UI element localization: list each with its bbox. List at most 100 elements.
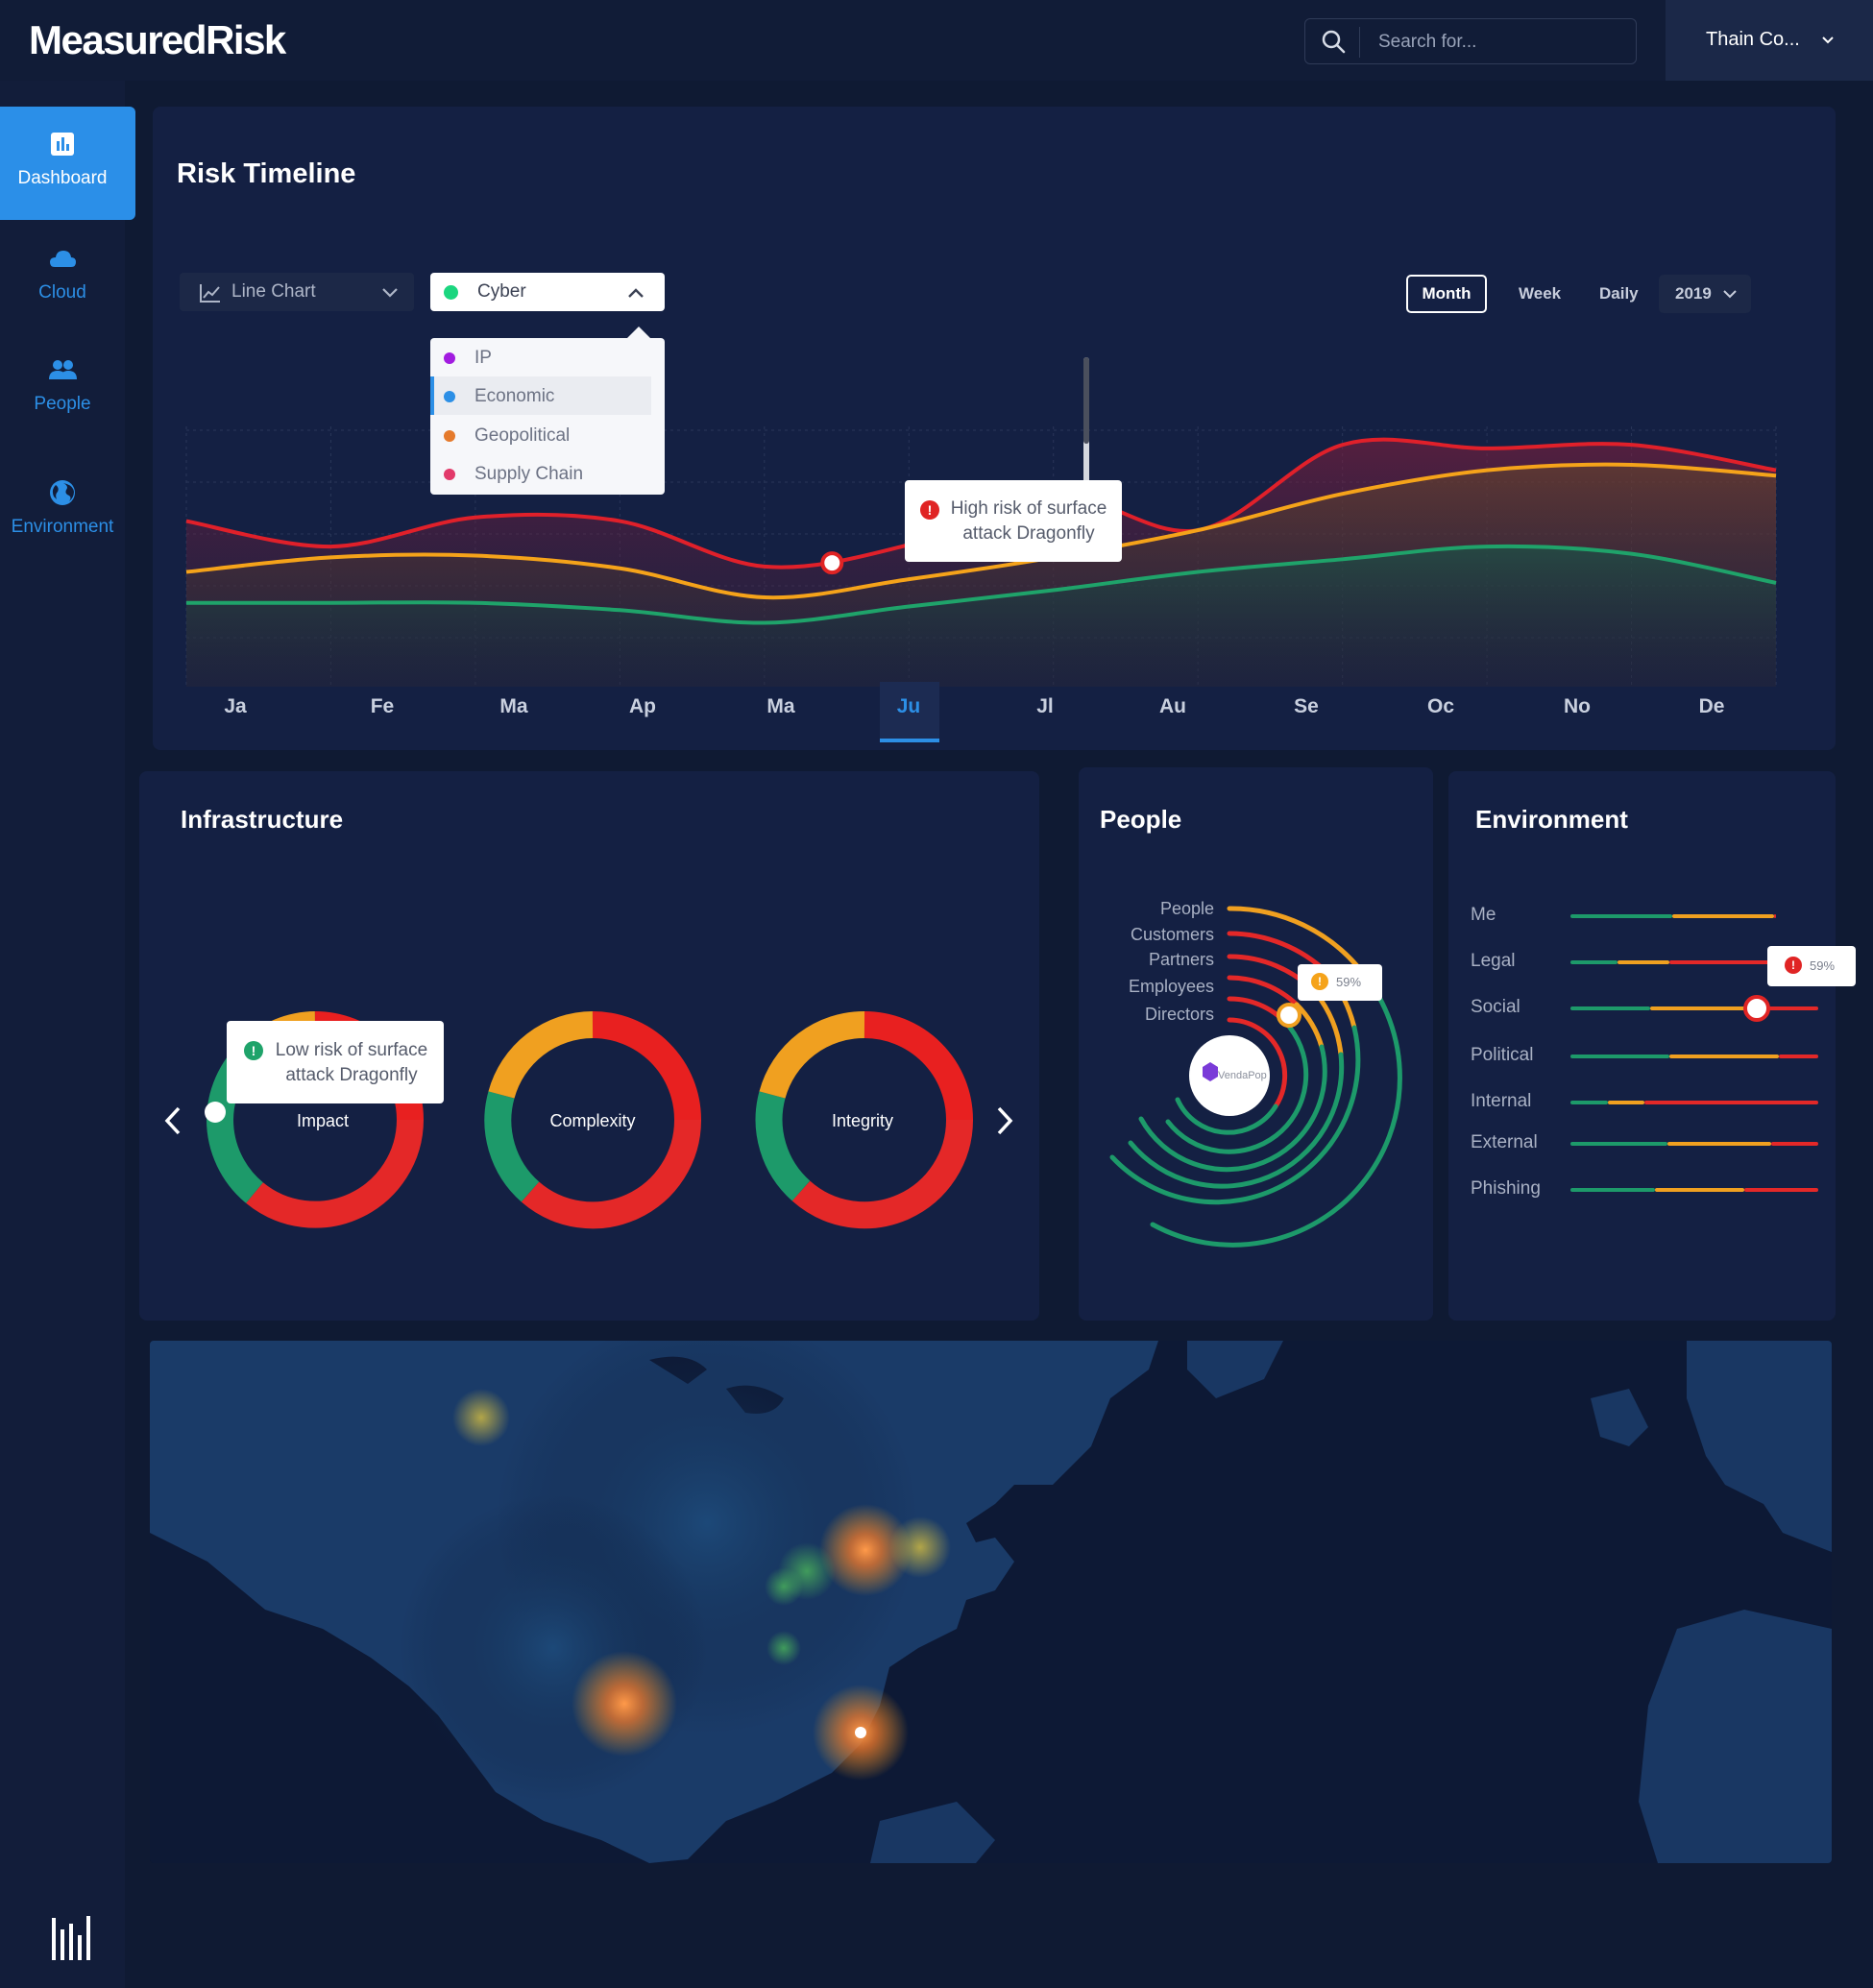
month-tab[interactable]: Ap (629, 695, 656, 717)
alert-icon: ! (920, 500, 939, 520)
environment-bar-segment (1570, 1142, 1667, 1146)
highlight-point[interactable] (820, 551, 844, 575)
search-input[interactable] (1376, 27, 1620, 58)
environment-bar-segment (1607, 1101, 1645, 1104)
period-week-button[interactable]: Week (1519, 284, 1562, 303)
month-tab[interactable]: De (1698, 695, 1725, 717)
month-tab[interactable]: Ma (499, 695, 528, 717)
environment-bar-segment (1743, 1188, 1818, 1192)
dropdown-option-geopolitical[interactable]: Geopolitical (430, 416, 647, 454)
environment-bar-segment (1654, 1188, 1744, 1192)
chevron-left-icon[interactable] (163, 1104, 182, 1137)
month-tab[interactable]: Au (1159, 695, 1186, 717)
tooltip-line2: attack Dragonfly (285, 1065, 418, 1085)
tooltip-line1: Low risk of surface (275, 1040, 428, 1060)
people-label-employees: Employees (1128, 977, 1214, 996)
sidebar-item-label: Environment (11, 517, 114, 537)
environment-label-legal: Legal (1471, 951, 1516, 971)
alert-icon: ! (1785, 957, 1802, 974)
environment-bar-segment (1570, 960, 1618, 964)
chevron-down-icon (1822, 36, 1834, 44)
environment-bar-segment (1618, 960, 1670, 964)
option-color-dot (444, 352, 455, 364)
year-select[interactable]: 2019 (1659, 275, 1751, 313)
environment-bar-segment (1644, 1101, 1818, 1104)
search-box[interactable] (1304, 18, 1637, 64)
series-green-area (186, 545, 1776, 687)
environment-label-me: Me (1471, 905, 1496, 925)
dropdown-option-economic[interactable]: Economic (430, 376, 651, 415)
social-slider-knob[interactable] (1742, 995, 1770, 1022)
month-tab[interactable]: Fe (370, 695, 395, 717)
chevron-down-icon (382, 288, 398, 298)
sidebar-item-cloud[interactable]: Cloud (0, 221, 135, 334)
sidebar-item-dashboard[interactable]: Dashboard (0, 107, 135, 220)
search-icon[interactable] (1321, 29, 1346, 54)
dropdown-pointer (627, 327, 650, 338)
month-tab[interactable]: Ju (896, 695, 921, 717)
people-label-partners: Partners (1148, 950, 1214, 969)
account-name: Thain Co... (1706, 29, 1800, 50)
complexity-donut (484, 1011, 702, 1229)
app-logo[interactable]: MeasuredRisk (29, 17, 286, 62)
sidebar-item-people[interactable]: People (0, 332, 135, 446)
environment-bar-segment (1570, 1188, 1655, 1192)
month-tab[interactable]: No (1564, 695, 1591, 717)
month-tab[interactable]: Se (1294, 695, 1319, 717)
low-risk-tooltip: ! Low risk of surface attack Dragonfly (227, 1021, 444, 1103)
people-badge-value: 59% (1336, 975, 1362, 989)
category-label: Cyber (477, 281, 526, 302)
environment-label-social: Social (1471, 997, 1520, 1017)
dropdown-option-supply-chain[interactable]: Supply Chain (430, 454, 647, 493)
environment-bar-segment (1669, 1055, 1779, 1058)
people-panel (1079, 767, 1433, 1321)
environment-bar-segment (1666, 1142, 1771, 1146)
month-tab[interactable]: Oc (1426, 695, 1454, 717)
environment-label-political: Political (1471, 1045, 1534, 1065)
option-color-dot (444, 469, 455, 480)
chevron-right-icon[interactable] (995, 1104, 1014, 1137)
account-menu[interactable]: Thain Co... (1666, 0, 1873, 81)
period-month-button[interactable]: Month (1406, 275, 1487, 313)
environment-bar-segment (1570, 1101, 1608, 1104)
world-map[interactable] (150, 1341, 1832, 1863)
environment-title: Environment (1475, 805, 1628, 834)
month-tab[interactable]: Ja (224, 695, 247, 717)
search-divider (1359, 27, 1360, 58)
month-tab[interactable]: Ma (766, 695, 795, 717)
selected-month-underline (880, 739, 939, 742)
impact-label: Impact (296, 1111, 350, 1130)
category-select[interactable]: Cyber (430, 273, 665, 311)
sidebar (0, 81, 125, 1988)
chart-type-select[interactable]: Line Chart (180, 273, 414, 311)
year-label: 2019 (1675, 284, 1712, 303)
option-label: Geopolitical (474, 425, 571, 446)
people-badge: ! 59% (1298, 964, 1382, 1001)
integrity-donut (755, 1010, 974, 1229)
environment-bar-segment (1770, 1142, 1818, 1146)
line-chart-icon (200, 284, 220, 303)
high-risk-tooltip: ! High risk of surface attack Dragonfly (905, 480, 1122, 562)
environment-bar-segment (1669, 960, 1818, 964)
sidebar-item-label: People (34, 394, 91, 414)
tooltip-line1: High risk of surface (950, 498, 1107, 519)
people-icon (49, 360, 77, 379)
option-color-dot (444, 430, 455, 442)
sidebar-item-label: Dashboard (17, 168, 108, 188)
info-icon: ! (244, 1041, 263, 1060)
people-radial-chart: VendaPop (1109, 906, 1402, 1248)
people-title: People (1100, 805, 1182, 834)
map-svg (150, 1341, 1832, 1863)
environment-bar-segment (1570, 914, 1672, 918)
integrity-label: Integrity (831, 1111, 894, 1130)
environment-bar-segment (1570, 1055, 1670, 1058)
dropdown-option-ip[interactable]: IP (430, 338, 647, 376)
environment-badge-value: 59% (1810, 958, 1836, 973)
month-tab[interactable]: Jl (1036, 695, 1054, 717)
environment-badge: ! 59% (1767, 946, 1856, 986)
chart-series (185, 437, 1777, 687)
dropdown-scroll-thumb[interactable] (1083, 357, 1089, 444)
people-label-directors: Directors (1144, 1005, 1214, 1024)
sidebar-item-environment[interactable]: Environment (0, 455, 135, 569)
period-daily-button[interactable]: Daily (1599, 284, 1639, 303)
